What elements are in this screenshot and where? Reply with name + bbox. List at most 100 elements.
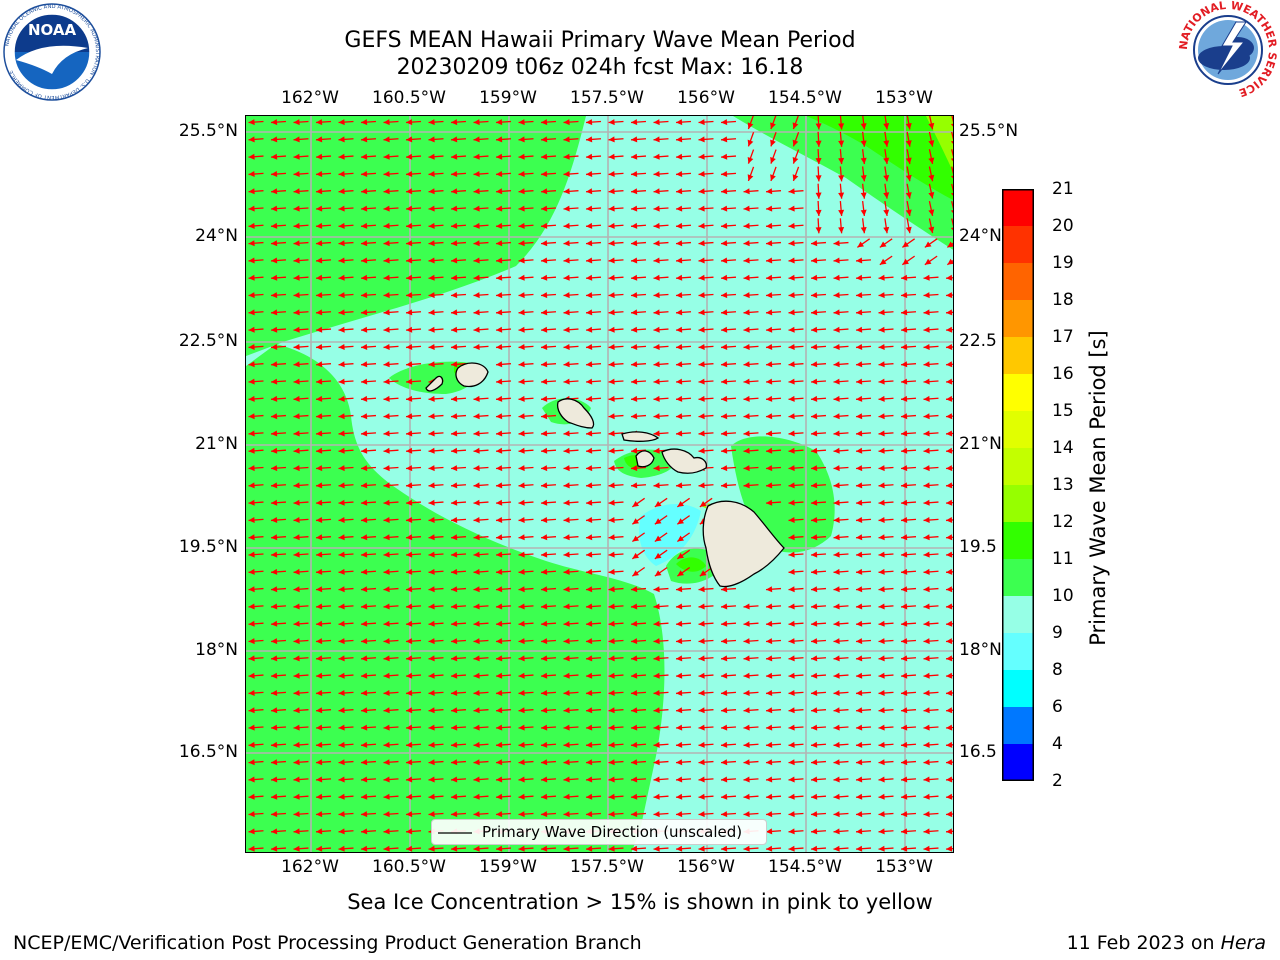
wave-arrow <box>473 776 489 783</box>
wave-arrow <box>675 620 692 627</box>
wave-arrow <box>248 638 264 645</box>
wave-arrow <box>855 447 872 454</box>
wave-arrow <box>900 568 917 575</box>
wave-arrow <box>675 413 692 420</box>
wave-arrow <box>360 205 377 212</box>
wave-arrow <box>270 620 287 627</box>
wave-arrow <box>540 534 557 541</box>
wave-arrow <box>405 188 422 195</box>
wave-arrow <box>699 497 713 508</box>
wave-arrow <box>473 413 489 420</box>
wave-arrow <box>855 292 872 299</box>
wave-arrow <box>698 845 714 852</box>
wave-arrow <box>653 119 669 126</box>
wave-arrow <box>540 741 557 748</box>
wave-arrow <box>838 116 845 130</box>
wave-arrow <box>720 136 737 143</box>
wave-arrow <box>315 638 332 645</box>
wave-arrow <box>518 240 534 247</box>
wave-arrow <box>495 586 512 593</box>
wave-arrow <box>923 344 939 350</box>
wave-arrow <box>360 811 377 818</box>
wave-arrow <box>743 309 759 316</box>
wave-arrow <box>293 447 309 454</box>
wave-arrow <box>765 378 782 385</box>
wave-arrow <box>450 759 467 766</box>
wave-arrow <box>765 655 782 662</box>
wave-arrow <box>788 811 804 818</box>
wave-arrow <box>810 344 827 350</box>
wave-arrow <box>518 430 534 437</box>
wave-arrow <box>338 828 354 835</box>
wave-arrow <box>540 274 557 281</box>
wave-arrow <box>950 201 953 214</box>
wave-arrow <box>270 845 287 852</box>
wave-arrow <box>720 724 737 731</box>
wave-arrow <box>428 205 444 212</box>
wave-arrow <box>585 690 602 696</box>
wave-arrow <box>878 447 894 454</box>
wave-arrow <box>405 707 422 714</box>
wave-arrow <box>653 741 669 748</box>
wave-arrow <box>473 188 489 195</box>
wave-arrow <box>383 465 399 472</box>
wave-arrow <box>360 828 377 835</box>
wave-arrow <box>878 482 894 489</box>
wave-arrow <box>585 465 602 472</box>
wave-arrow <box>608 638 624 645</box>
wave-arrow <box>338 620 354 627</box>
wave-arrow <box>450 292 467 299</box>
wave-arrow <box>563 447 579 454</box>
wave-arrow <box>878 326 894 333</box>
wave-arrow <box>360 482 377 489</box>
wave-arrow <box>630 638 647 645</box>
wave-arrow <box>923 378 939 385</box>
wave-arrow <box>900 586 917 593</box>
wave-arrow <box>720 274 737 281</box>
wave-arrow <box>248 119 264 126</box>
wave-arrow <box>788 188 804 195</box>
wave-arrow <box>315 171 332 177</box>
wave-arrow <box>810 326 827 333</box>
wave-arrow <box>360 292 377 299</box>
wave-arrow <box>675 793 692 800</box>
wave-arrow <box>495 222 512 229</box>
wave-arrow <box>450 465 467 472</box>
wave-arrow <box>860 218 867 234</box>
noaa-logo-icon: NOAA NATIONAL OCEANIC AND ATMOSPHERIC AD… <box>3 3 101 101</box>
wave-arrow <box>270 205 287 212</box>
wave-arrow <box>540 655 557 662</box>
wave-arrow <box>945 395 953 402</box>
wave-arrow <box>473 257 489 264</box>
wave-arrow <box>473 326 489 333</box>
wave-arrow <box>810 776 827 783</box>
wave-arrow <box>653 482 669 489</box>
wave-arrow <box>315 586 332 593</box>
wave-arrow <box>792 132 800 147</box>
lon-tick-bottom: 160.5°W <box>372 857 446 877</box>
wave-arrow <box>473 482 489 489</box>
wave-arrow <box>338 378 354 385</box>
wave-arrow <box>788 759 804 766</box>
wave-arrow <box>833 257 849 264</box>
wave-arrow <box>765 776 782 783</box>
wave-arrow <box>383 586 399 593</box>
wave-arrow <box>653 395 669 402</box>
wave-arrow <box>360 568 377 575</box>
wave-arrow <box>833 690 849 696</box>
colorbar-tick-label: 21 <box>1052 179 1074 199</box>
wave-arrow <box>248 447 264 454</box>
wave-arrow <box>495 811 512 818</box>
wave-arrow <box>788 690 804 696</box>
wave-arrow <box>676 515 691 525</box>
wave-arrow <box>495 395 512 402</box>
wave-arrow <box>450 638 467 645</box>
wave-arrow <box>923 672 939 679</box>
wave-arrow <box>923 586 939 593</box>
wave-arrow <box>788 482 804 489</box>
colorbar-cell <box>1002 596 1034 634</box>
wave-arrow <box>585 707 602 714</box>
wave-arrow <box>608 672 624 679</box>
wave-arrow <box>428 240 444 247</box>
wave-arrow <box>495 430 512 437</box>
